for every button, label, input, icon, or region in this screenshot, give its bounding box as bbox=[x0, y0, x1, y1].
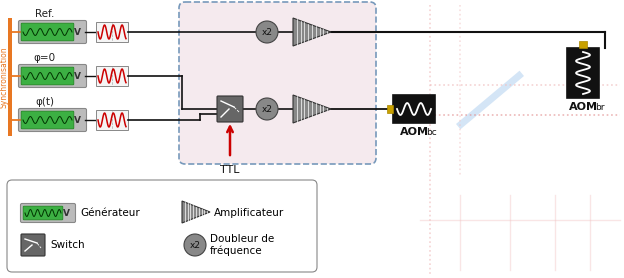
Text: φ=0: φ=0 bbox=[34, 53, 56, 63]
Text: AOM: AOM bbox=[399, 127, 429, 137]
Circle shape bbox=[256, 21, 278, 43]
Bar bbox=[8, 18, 12, 136]
FancyBboxPatch shape bbox=[19, 21, 87, 43]
Bar bbox=[387, 105, 393, 113]
Text: br: br bbox=[595, 103, 605, 112]
FancyBboxPatch shape bbox=[96, 66, 128, 86]
Text: Doubleur de
fréquence: Doubleur de fréquence bbox=[210, 234, 275, 256]
FancyBboxPatch shape bbox=[21, 111, 74, 129]
Text: x2: x2 bbox=[261, 28, 273, 36]
FancyBboxPatch shape bbox=[96, 110, 128, 130]
Text: φ(t): φ(t) bbox=[35, 97, 54, 107]
Text: TTL: TTL bbox=[220, 165, 240, 175]
Text: AOM: AOM bbox=[568, 102, 598, 112]
Text: Ref.: Ref. bbox=[35, 9, 54, 19]
FancyBboxPatch shape bbox=[21, 23, 74, 41]
Text: Switch: Switch bbox=[50, 240, 85, 250]
Text: bc: bc bbox=[426, 128, 437, 137]
Text: V: V bbox=[74, 115, 80, 125]
Text: x2: x2 bbox=[261, 105, 273, 113]
Text: V: V bbox=[62, 208, 69, 217]
FancyBboxPatch shape bbox=[21, 67, 74, 85]
FancyBboxPatch shape bbox=[21, 234, 45, 256]
Circle shape bbox=[256, 98, 278, 120]
FancyBboxPatch shape bbox=[21, 203, 76, 222]
Polygon shape bbox=[293, 95, 331, 123]
Text: V: V bbox=[74, 28, 80, 36]
Text: Synchronisation: Synchronisation bbox=[0, 46, 9, 108]
Text: x2: x2 bbox=[190, 240, 200, 249]
FancyBboxPatch shape bbox=[217, 96, 243, 122]
FancyBboxPatch shape bbox=[23, 206, 63, 220]
Polygon shape bbox=[293, 18, 331, 46]
FancyBboxPatch shape bbox=[7, 180, 317, 272]
FancyBboxPatch shape bbox=[96, 22, 128, 42]
Polygon shape bbox=[182, 201, 210, 223]
Text: V: V bbox=[74, 71, 80, 81]
Bar bbox=[393, 95, 435, 123]
FancyBboxPatch shape bbox=[179, 2, 376, 164]
FancyBboxPatch shape bbox=[19, 64, 87, 88]
FancyBboxPatch shape bbox=[19, 108, 87, 131]
Circle shape bbox=[184, 234, 206, 256]
Bar bbox=[567, 48, 599, 98]
Text: Amplificateur: Amplificateur bbox=[214, 208, 285, 218]
Bar bbox=[579, 41, 587, 48]
Text: Générateur: Générateur bbox=[80, 208, 140, 218]
